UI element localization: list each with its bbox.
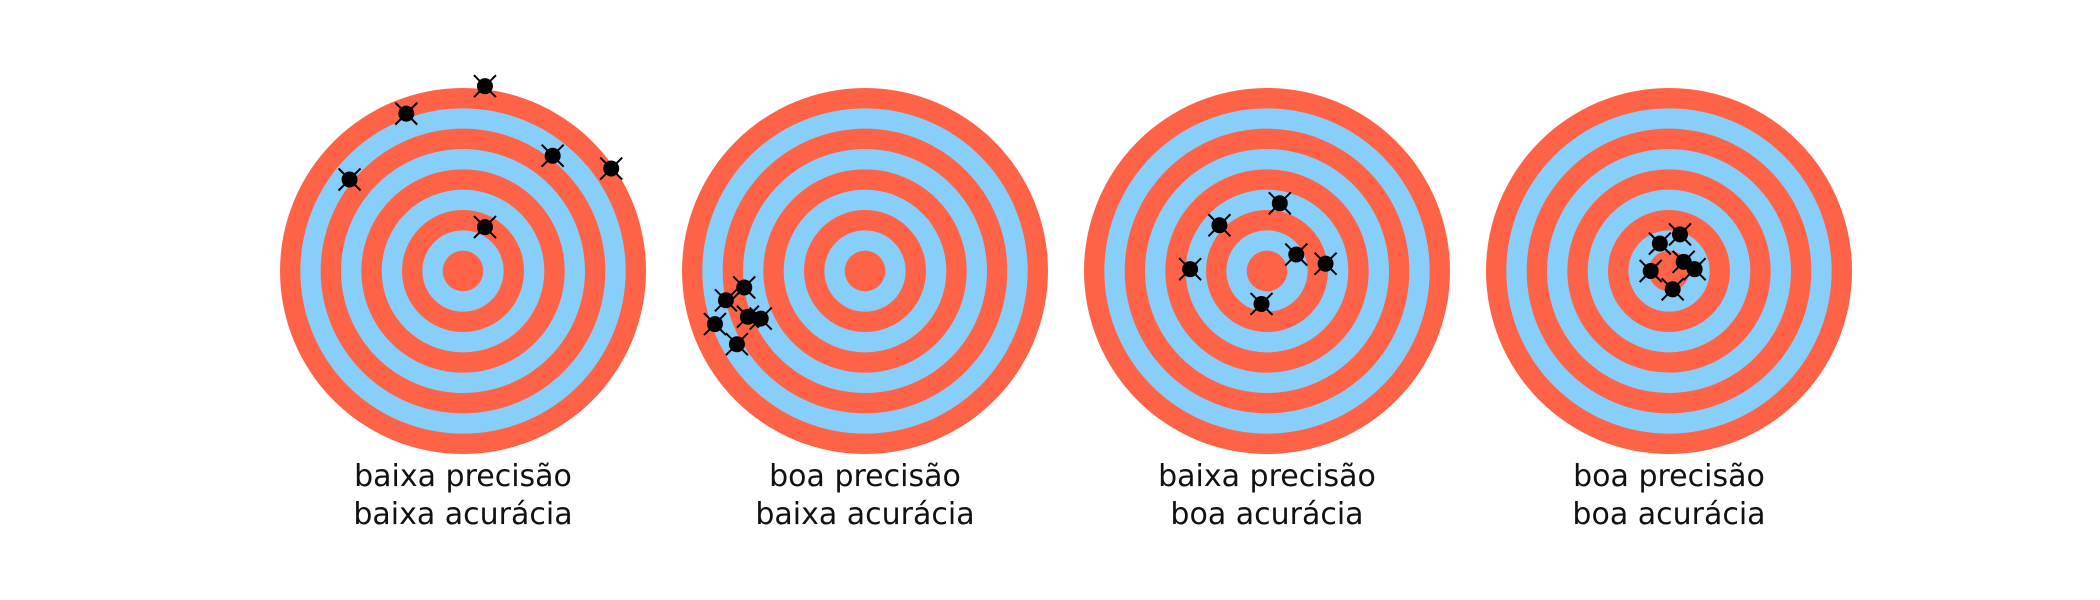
accuracy-label: boa acurácia: [1170, 497, 1364, 532]
target-2: [682, 88, 1048, 454]
shot-marker: [1648, 231, 1672, 256]
shot-marker: [725, 332, 749, 356]
shot-marker: [1668, 222, 1692, 247]
target-3: [1084, 88, 1450, 454]
precision-label: baixa precisão: [354, 459, 572, 494]
shot-marker: [714, 288, 738, 312]
shot-marker: [1638, 259, 1663, 283]
shot-marker: [1268, 191, 1292, 215]
caption-target-4: boa precisão boa acurácia: [1469, 458, 1869, 534]
precision-label: boa precisão: [769, 459, 961, 494]
target-ring-9: [1246, 250, 1288, 292]
shot-marker: [1249, 292, 1274, 316]
shot-marker: [748, 306, 773, 331]
shot-marker: [1178, 257, 1202, 281]
shot-marker: [1207, 213, 1232, 237]
caption-target-3: baixa precisão boa acurácia: [1067, 458, 1467, 534]
shot-marker: [394, 101, 418, 126]
shot-marker: [1682, 257, 1707, 281]
shot-marker: [540, 144, 565, 168]
shot-marker: [703, 312, 727, 336]
shot-marker: [1660, 277, 1685, 302]
target-1: [280, 74, 646, 454]
shot-marker: [473, 215, 497, 239]
caption-target-2: boa precisão baixa acurácia: [665, 458, 1065, 534]
shot-marker: [1313, 251, 1338, 276]
shot-marker: [473, 74, 497, 98]
shot-marker: [599, 156, 623, 181]
target-ring-9: [844, 250, 886, 292]
shot-marker: [337, 167, 362, 192]
precision-label: baixa precisão: [1158, 459, 1376, 494]
target-4: [1486, 88, 1852, 454]
accuracy-label: boa acurácia: [1572, 497, 1766, 532]
target-ring-9: [442, 250, 484, 292]
shot-marker: [1284, 242, 1308, 267]
accuracy-label: baixa acurácia: [755, 497, 975, 532]
shot-marker: [732, 275, 756, 300]
caption-target-1: baixa precisão baixa acurácia: [263, 458, 663, 534]
precision-label: boa precisão: [1573, 459, 1765, 494]
accuracy-label: baixa acurácia: [353, 497, 573, 532]
